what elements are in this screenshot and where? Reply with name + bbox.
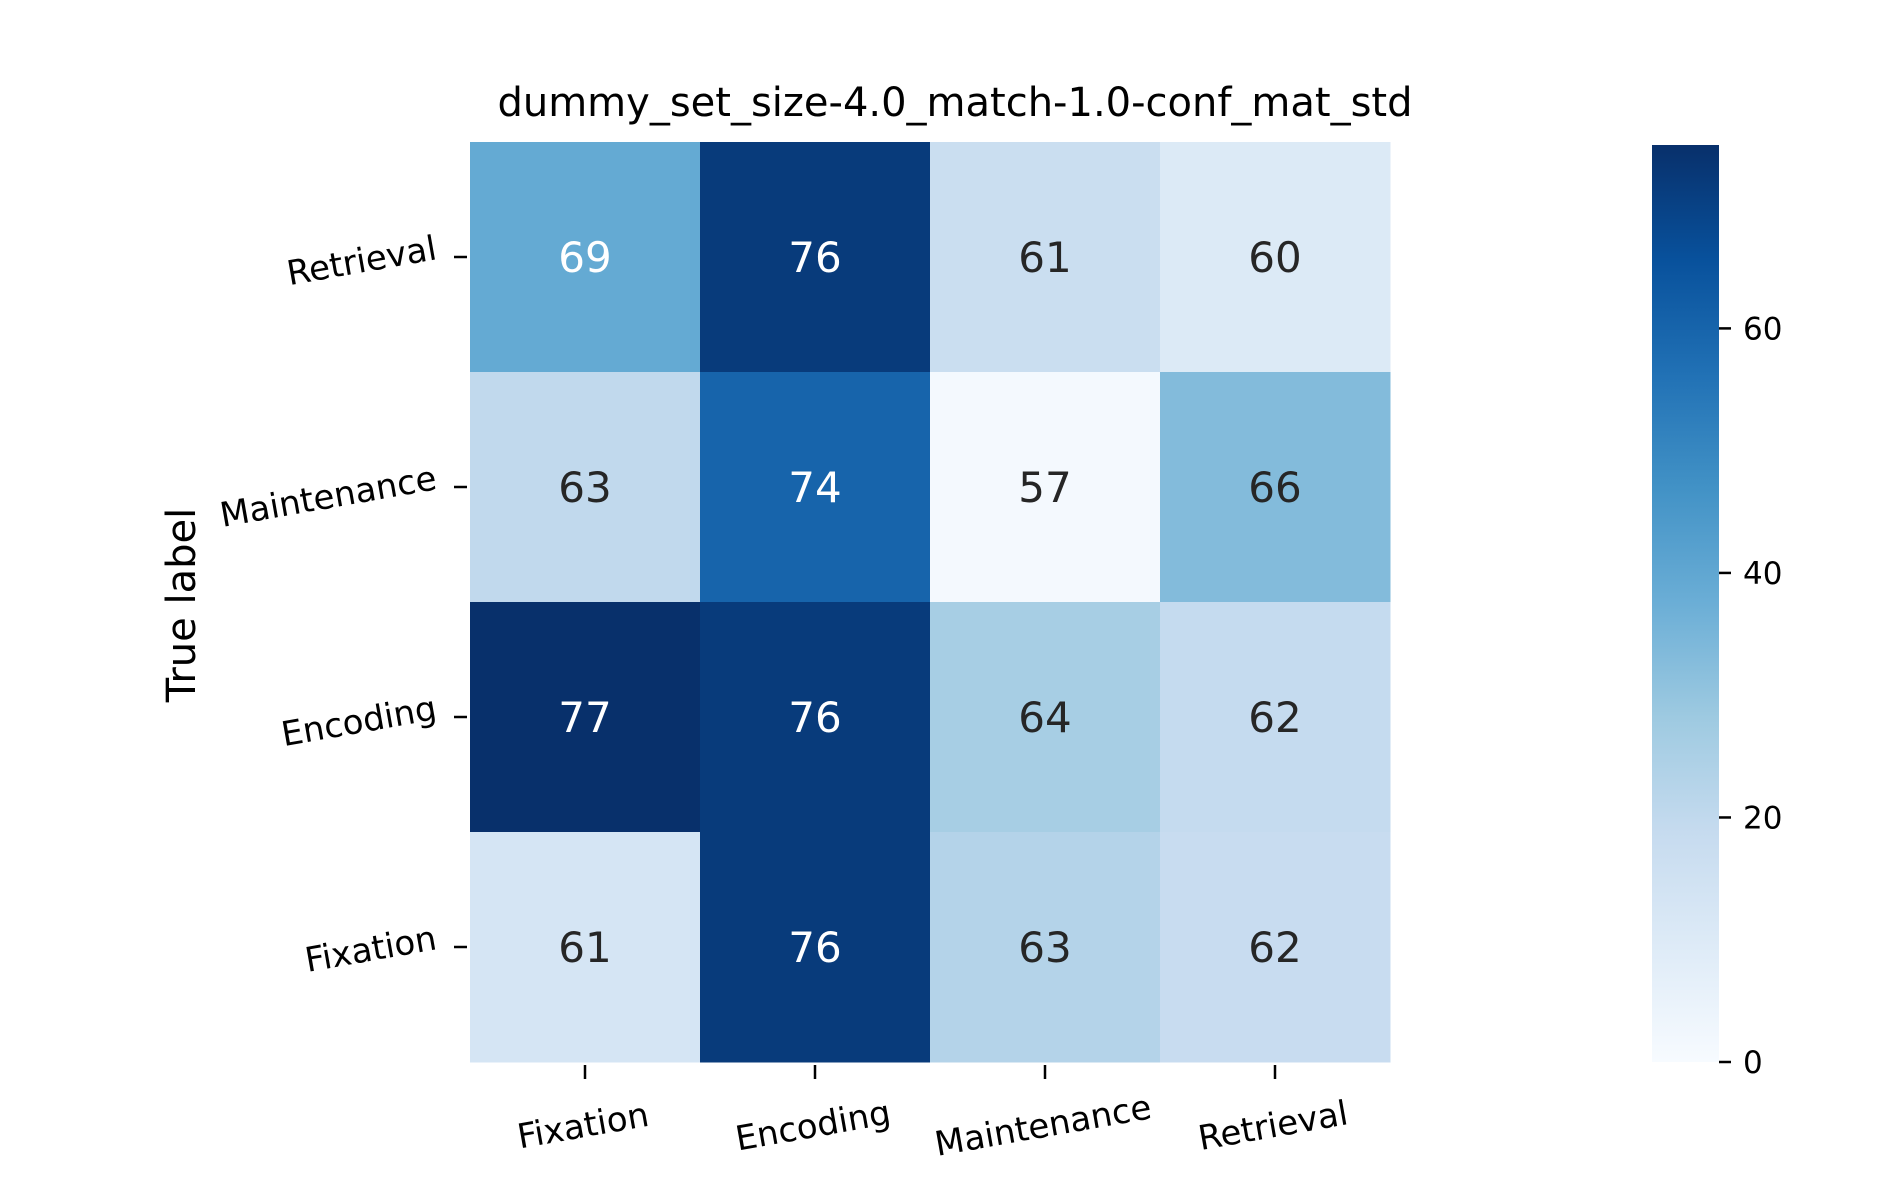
cell-value-label: 61 [558, 923, 611, 972]
cell-value-label: 63 [1018, 923, 1071, 972]
colorbar-tick-label: 0 [1743, 1045, 1763, 1081]
heatmap-cell [700, 372, 931, 603]
cell-value-label: 76 [788, 233, 841, 282]
heatmap-cell [470, 372, 701, 603]
cell-value-label: 66 [1248, 463, 1301, 512]
heatmap-cell [700, 832, 931, 1063]
cell-value-label: 60 [1248, 233, 1301, 282]
cell-value-label: 63 [558, 463, 611, 512]
heatmap-cell [470, 142, 701, 373]
heatmap-cell [1160, 602, 1391, 833]
x-tick-label: Fixation [514, 1095, 652, 1157]
colorbar-tick-label: 40 [1743, 556, 1782, 592]
heatmap-cell [470, 602, 701, 833]
cell-value-label: 76 [788, 923, 841, 972]
colorbar-tick-label: 20 [1743, 800, 1782, 836]
x-tick-label: Maintenance [932, 1087, 1155, 1164]
y-tick-label: Fixation [302, 918, 440, 980]
heatmap-cell [1160, 832, 1391, 1063]
heatmap-cell [930, 372, 1161, 603]
colorbar-gradient [1652, 145, 1719, 1062]
cell-value-label: 62 [1248, 693, 1301, 742]
y-axis-label: True label [159, 508, 205, 703]
y-tick-label: Encoding [278, 688, 439, 755]
heatmap-cell [930, 602, 1161, 833]
cell-value-label: 57 [1018, 463, 1071, 512]
x-tick-label: Encoding [732, 1093, 893, 1160]
heatmap-cell [470, 832, 701, 1063]
y-tick-label: Retrieval [284, 228, 440, 294]
heatmap-cells: 69 76 61 60 63 74 57 66 77 76 64 62 61 76 63 62 [470, 142, 1391, 1063]
cell-value-label: 77 [558, 693, 611, 742]
x-tick-label: Retrieval [1195, 1093, 1351, 1159]
heatmap-cell [930, 832, 1161, 1063]
heatmap-cell [930, 142, 1161, 373]
y-tick-label: Maintenance [217, 458, 440, 535]
heatmap-cell [1160, 142, 1391, 373]
cell-value-label: 62 [1248, 923, 1301, 972]
cell-value-label: 74 [788, 463, 841, 512]
heatmap-cell [700, 602, 931, 833]
colorbar: 0 20 40 60 [1652, 145, 1782, 1081]
cell-value-label: 61 [1018, 233, 1071, 282]
cell-value-label: 64 [1018, 693, 1071, 742]
heatmap-cell [1160, 372, 1391, 603]
colorbar-tick-label: 60 [1743, 311, 1782, 347]
heatmap-cell [700, 142, 931, 373]
cell-value-label: 69 [558, 233, 611, 282]
chart-title: dummy_set_size-4.0_match-1.0-conf_mat_st… [497, 80, 1412, 126]
cell-value-label: 76 [788, 693, 841, 742]
